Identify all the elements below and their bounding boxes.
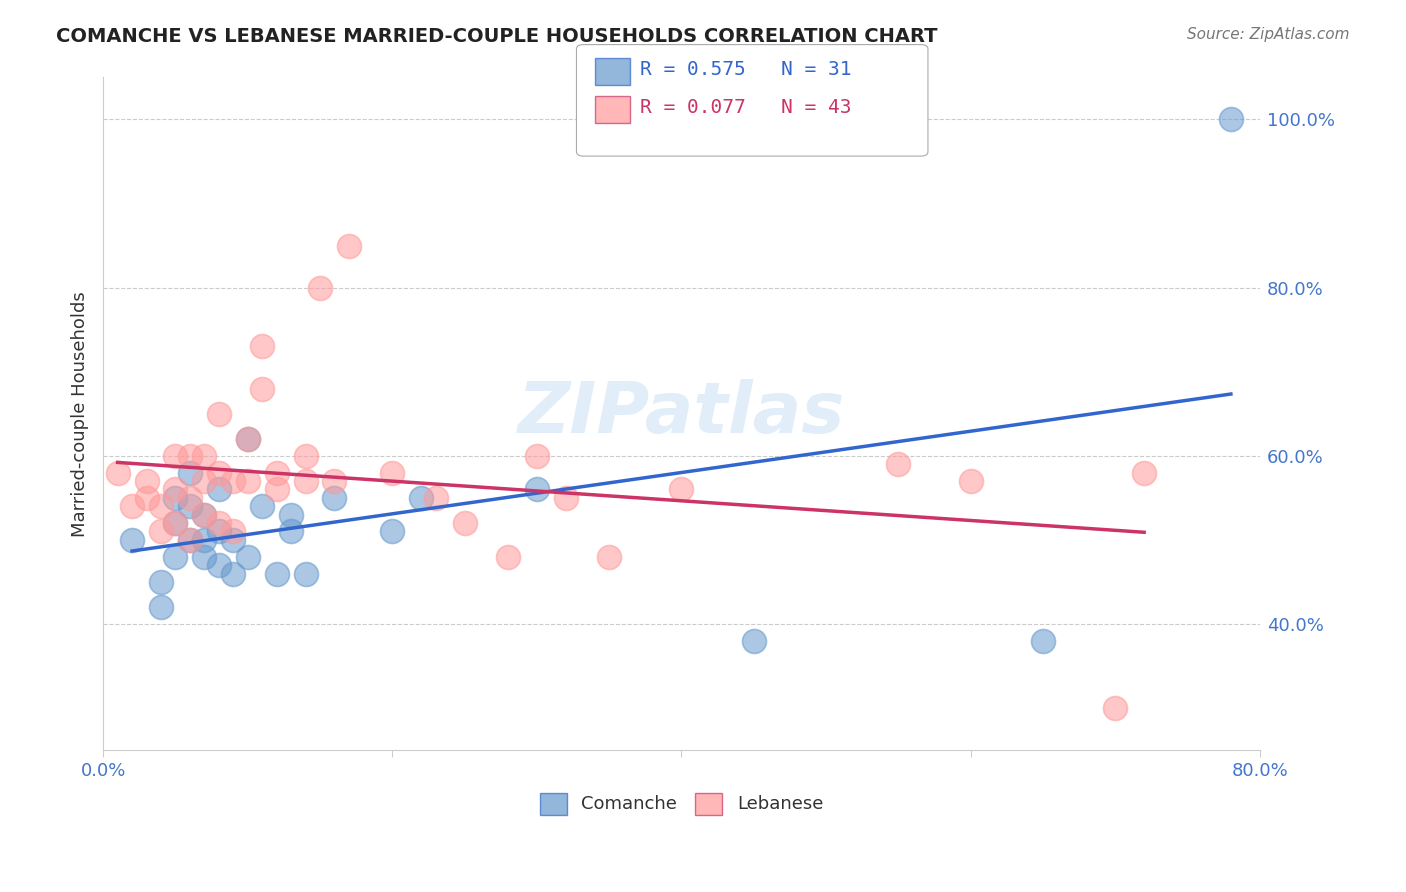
Lebanese	[496, 549, 519, 564]
Lebanese	[526, 449, 548, 463]
Lebanese	[165, 483, 187, 497]
Comanche	[208, 558, 231, 573]
Comanche	[250, 500, 273, 514]
Lebanese	[236, 432, 259, 446]
Lebanese	[671, 483, 693, 497]
Comanche	[526, 483, 548, 497]
Comanche	[294, 566, 316, 581]
Lebanese	[323, 474, 346, 488]
Lebanese	[309, 280, 332, 294]
Comanche	[179, 466, 201, 480]
Comanche	[149, 574, 172, 589]
Lebanese	[193, 508, 215, 522]
Comanche	[222, 533, 245, 547]
Comanche	[236, 549, 259, 564]
Lebanese	[266, 466, 288, 480]
Comanche	[165, 491, 187, 505]
Comanche	[280, 508, 302, 522]
Y-axis label: Married-couple Households: Married-couple Households	[72, 291, 89, 537]
Comanche	[222, 566, 245, 581]
Lebanese	[250, 339, 273, 353]
Comanche	[208, 524, 231, 539]
Lebanese	[425, 491, 447, 505]
Legend: Comanche, Lebanese: Comanche, Lebanese	[533, 785, 831, 822]
Lebanese	[179, 449, 201, 463]
Lebanese	[598, 549, 620, 564]
Comanche	[149, 600, 172, 615]
Lebanese	[266, 483, 288, 497]
Lebanese	[193, 474, 215, 488]
Lebanese	[453, 516, 475, 530]
Lebanese	[107, 466, 129, 480]
Lebanese	[294, 449, 316, 463]
Lebanese	[1133, 466, 1156, 480]
Comanche	[323, 491, 346, 505]
Lebanese	[208, 516, 231, 530]
Lebanese	[959, 474, 981, 488]
Lebanese	[179, 533, 201, 547]
Lebanese	[149, 500, 172, 514]
Lebanese	[887, 457, 910, 471]
Comanche	[1219, 112, 1241, 127]
Lebanese	[165, 449, 187, 463]
Lebanese	[193, 449, 215, 463]
Comanche	[381, 524, 404, 539]
Comanche	[208, 483, 231, 497]
Comanche	[411, 491, 433, 505]
Text: COMANCHE VS LEBANESE MARRIED-COUPLE HOUSEHOLDS CORRELATION CHART: COMANCHE VS LEBANESE MARRIED-COUPLE HOUS…	[56, 27, 938, 45]
Comanche	[179, 500, 201, 514]
Comanche	[236, 432, 259, 446]
Lebanese	[135, 474, 157, 488]
Lebanese	[135, 491, 157, 505]
Lebanese	[165, 516, 187, 530]
Lebanese	[208, 407, 231, 421]
Lebanese	[222, 474, 245, 488]
Lebanese	[381, 466, 404, 480]
Comanche	[193, 533, 215, 547]
Comanche	[1032, 633, 1054, 648]
Comanche	[280, 524, 302, 539]
Lebanese	[1104, 701, 1126, 715]
Comanche	[742, 633, 765, 648]
Comanche	[165, 549, 187, 564]
Lebanese	[250, 382, 273, 396]
Text: R = 0.077   N = 43: R = 0.077 N = 43	[640, 97, 851, 117]
Text: ZIPatlas: ZIPatlas	[517, 379, 845, 449]
Lebanese	[208, 466, 231, 480]
Comanche	[193, 549, 215, 564]
Comanche	[193, 508, 215, 522]
Text: R = 0.575   N = 31: R = 0.575 N = 31	[640, 60, 851, 79]
Lebanese	[179, 491, 201, 505]
Lebanese	[149, 524, 172, 539]
Text: Source: ZipAtlas.com: Source: ZipAtlas.com	[1187, 27, 1350, 42]
Lebanese	[294, 474, 316, 488]
Comanche	[266, 566, 288, 581]
Comanche	[179, 533, 201, 547]
Comanche	[165, 516, 187, 530]
Lebanese	[222, 524, 245, 539]
Lebanese	[337, 238, 360, 252]
Lebanese	[121, 500, 143, 514]
Lebanese	[236, 474, 259, 488]
Comanche	[121, 533, 143, 547]
Lebanese	[554, 491, 576, 505]
